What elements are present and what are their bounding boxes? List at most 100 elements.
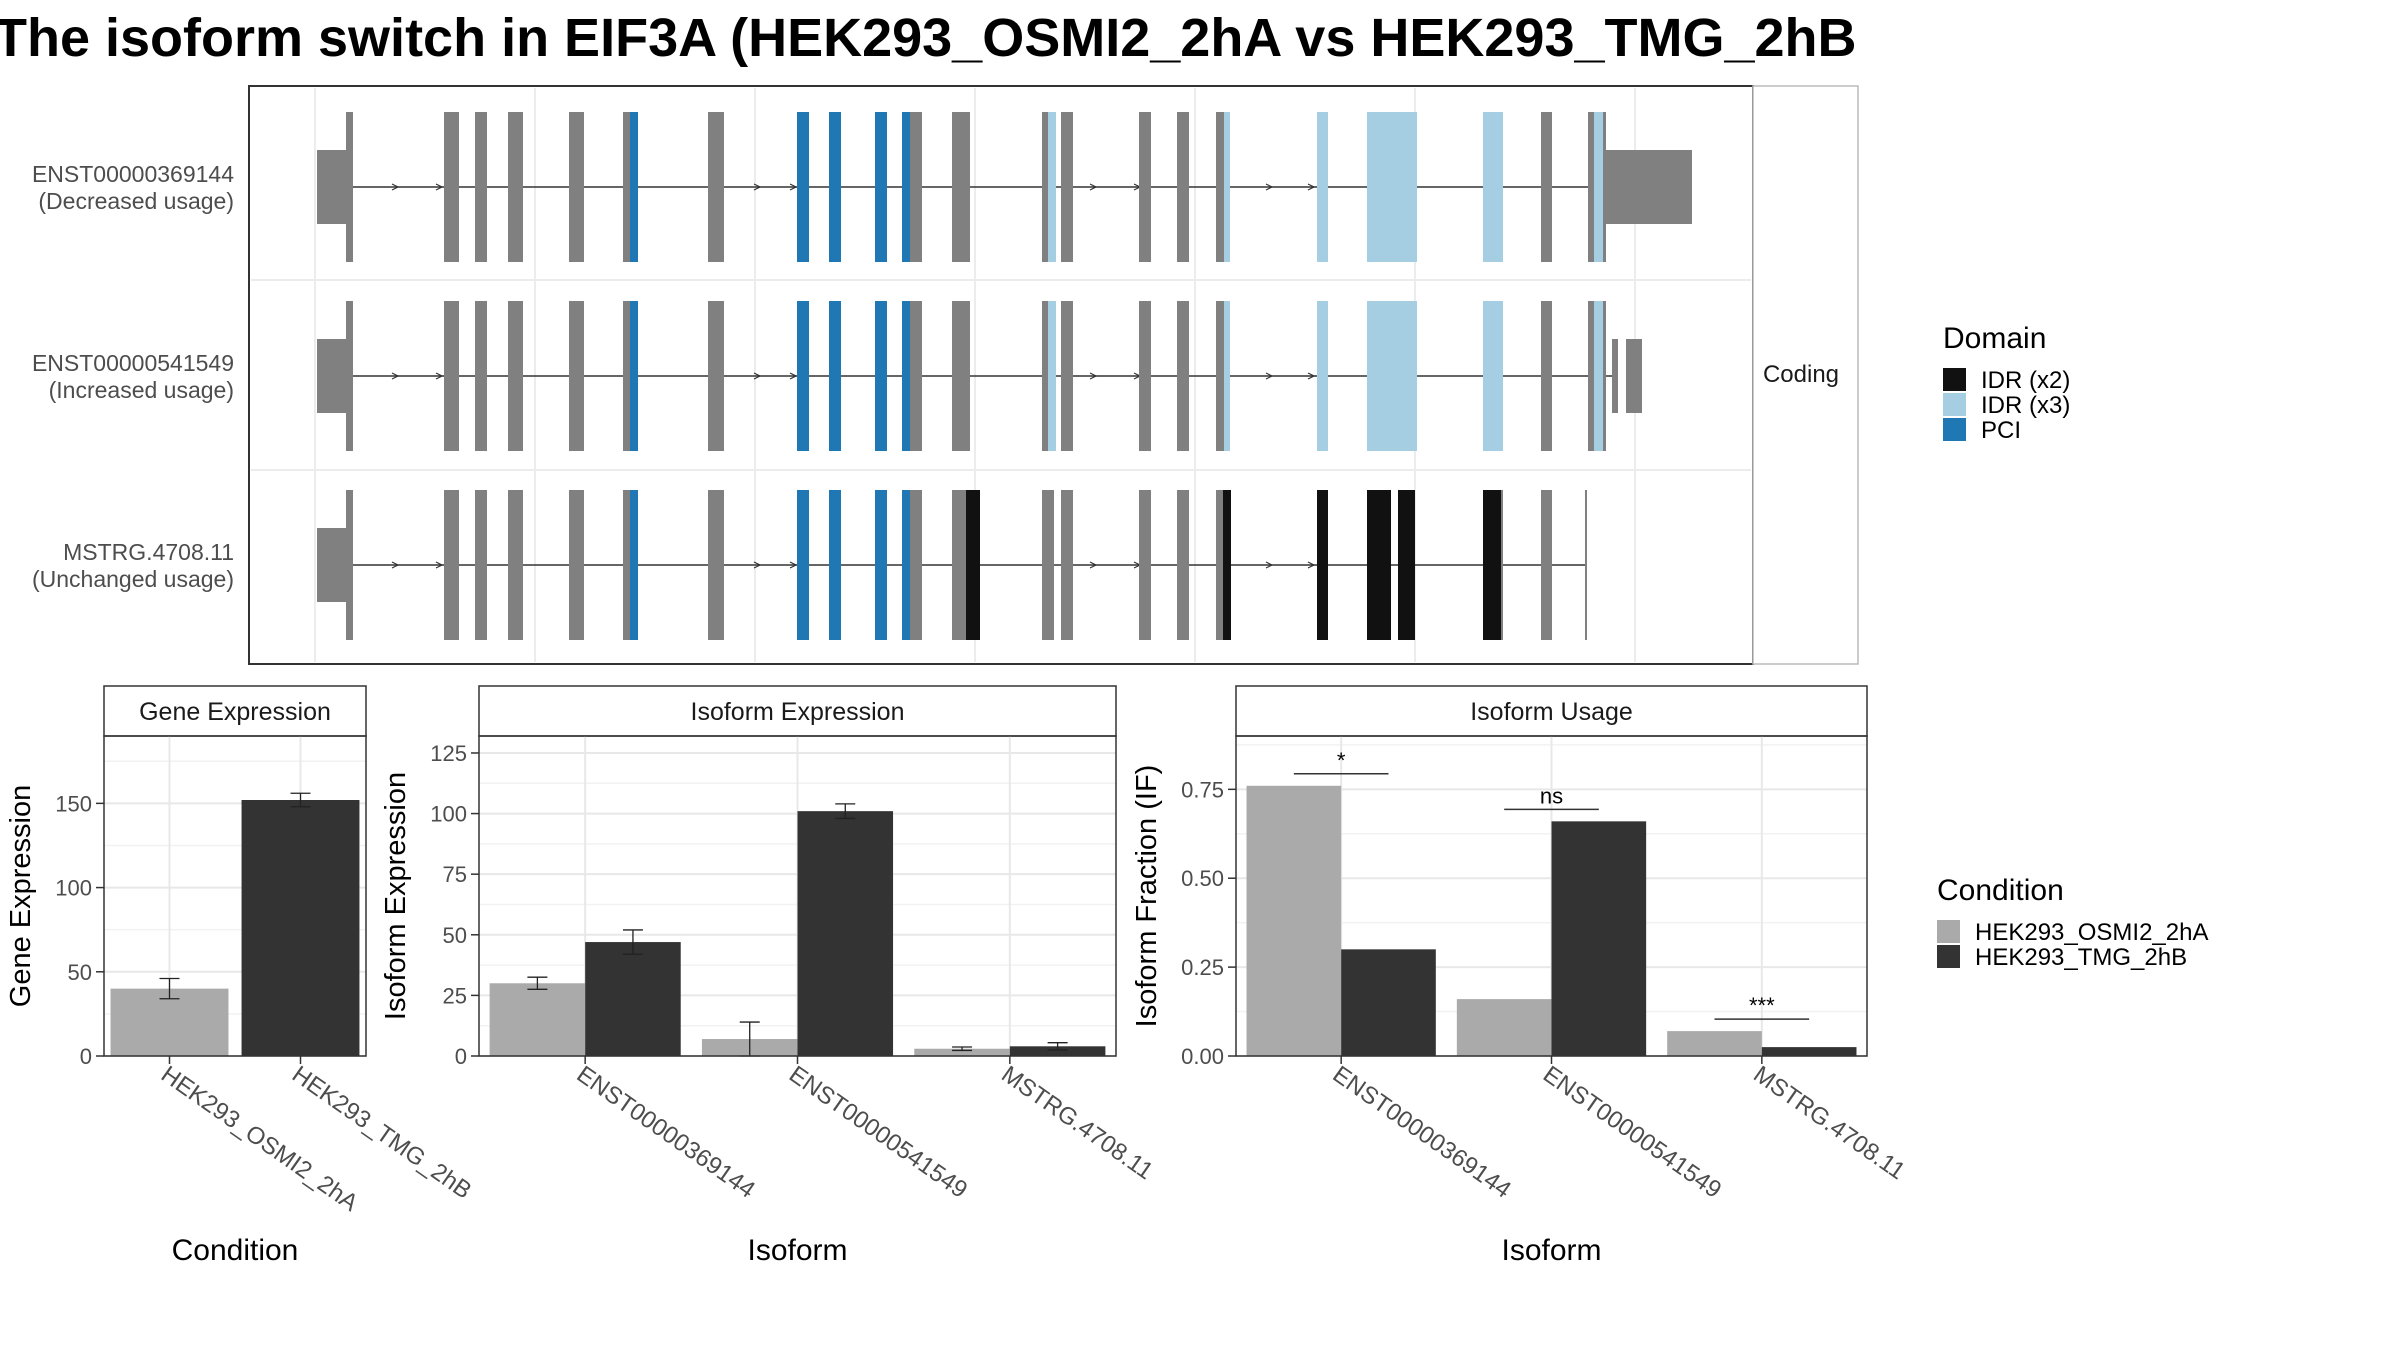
exon-block [1317, 490, 1328, 640]
exon-block [708, 490, 724, 640]
isoform-expression-chart: Isoform Expression ENST00000369144 ENST000… [380, 685, 1158, 1267]
strand-arrow [1265, 372, 1274, 380]
legend-label: IDR (x3) [1981, 392, 2070, 419]
exon-block [829, 301, 841, 451]
exon-block [1367, 490, 1391, 640]
exon-block [952, 301, 970, 451]
exon-block [875, 490, 887, 640]
utr-block [1606, 150, 1692, 224]
transcript-label-usage: (Decreased usage) [38, 188, 234, 214]
exon-block [875, 112, 887, 262]
strand-arrow [1265, 183, 1274, 191]
exon-block [346, 490, 353, 640]
y-tick-label: 0.50 [1181, 866, 1224, 891]
exon-block [508, 301, 523, 451]
legend-swatch [1943, 368, 1966, 391]
exon-block [1139, 112, 1151, 262]
transcript-structure-panel: Coding ENST00000369144(Decreased usage)E… [32, 85, 1859, 665]
y-tick-label: 150 [55, 791, 92, 816]
chart-frame [478, 735, 1117, 1057]
strand-arrow [789, 372, 798, 380]
chart-title: Isoform Usage [1470, 698, 1633, 726]
exon-block [910, 112, 922, 262]
y-axis-label: Isoform Fraction (IF) [1131, 765, 1163, 1028]
y-tick-label: 0 [455, 1044, 467, 1069]
domain-block [1398, 490, 1415, 640]
domain-block [1224, 301, 1230, 451]
bar [585, 942, 681, 1056]
exon-block [569, 301, 584, 451]
condition-legend-title: Condition [1937, 874, 2064, 907]
strand-arrow [1089, 372, 1098, 380]
strand-arrow [789, 183, 798, 191]
bar [1761, 1047, 1857, 1056]
utr-block [317, 528, 347, 602]
exon-block [444, 112, 459, 262]
exon-block [1177, 301, 1189, 451]
x-tick-label: MSTRG.4708.11 [996, 1061, 1158, 1185]
exon-block [1541, 112, 1552, 262]
domain-block [1048, 112, 1056, 262]
exon-block [346, 112, 353, 262]
strand-arrow [753, 561, 762, 569]
domain-block [630, 112, 638, 262]
x-tick-label: ENST00000369144 [572, 1061, 760, 1204]
exon-block [708, 112, 724, 262]
domain-block [630, 301, 638, 451]
legend-swatch [1943, 418, 1966, 441]
exon-block [797, 301, 809, 451]
chart-frame [103, 735, 367, 1057]
transcript-row-1 [317, 112, 1692, 262]
domain-legend: Domain IDR (x2)IDR (x3)PCI [1943, 322, 2070, 444]
transcript-label-usage: (Increased usage) [49, 377, 234, 403]
x-axis-label: Isoform [1501, 1234, 1601, 1267]
y-tick-label: 0.25 [1181, 955, 1224, 980]
exon-block [569, 490, 584, 640]
exon-block [1483, 112, 1503, 262]
exon-block [1483, 301, 1503, 451]
exon-block [797, 490, 809, 640]
exon-block [444, 490, 459, 640]
legend-swatch [1943, 393, 1966, 416]
bars [1246, 785, 1857, 1056]
significance-label: * [1337, 748, 1346, 773]
y-tick-label: 75 [443, 862, 467, 887]
domain-block [1224, 112, 1230, 262]
x-tick-label: MSTRG.4708.11 [1748, 1061, 1910, 1185]
exon-block [708, 301, 724, 451]
facet-strip [1752, 85, 1859, 665]
bar [914, 1048, 1010, 1056]
transcript-labels: ENST00000369144(Decreased usage) ENST0000… [32, 161, 234, 592]
transcript-label-name: ENST00000541549 [32, 350, 234, 376]
exon-block [508, 490, 523, 640]
exon-block [829, 112, 841, 262]
exon-block [1317, 112, 1328, 262]
y-tick-label: 50 [68, 960, 92, 985]
exon-block [952, 490, 970, 640]
y-tick-label: 0.75 [1181, 777, 1224, 802]
bar [1009, 1046, 1106, 1056]
x-axis-label: Condition [172, 1234, 299, 1267]
chart-title: Isoform Expression [691, 698, 905, 726]
exon-block [1603, 112, 1606, 262]
exon-block [1317, 301, 1328, 451]
bar [110, 988, 229, 1056]
exon-block [475, 112, 487, 262]
strand-arrow [1307, 372, 1316, 380]
domain-block [902, 112, 910, 262]
domain-block [902, 301, 910, 451]
exon-block [1042, 490, 1054, 640]
bar [1551, 821, 1647, 1056]
strand-arrow [1265, 561, 1274, 569]
bar [1246, 785, 1342, 1056]
exon-block [1139, 490, 1151, 640]
figure-title: The isoform switch in EIF3A (HEK293_OSMI… [0, 8, 1857, 68]
utr-block [1626, 339, 1642, 413]
exon-block [910, 301, 922, 451]
domain-block [1594, 301, 1603, 451]
domain-block [1594, 112, 1603, 262]
transcript-label-name: MSTRG.4708.11 [63, 539, 234, 565]
utr-block [317, 339, 347, 413]
